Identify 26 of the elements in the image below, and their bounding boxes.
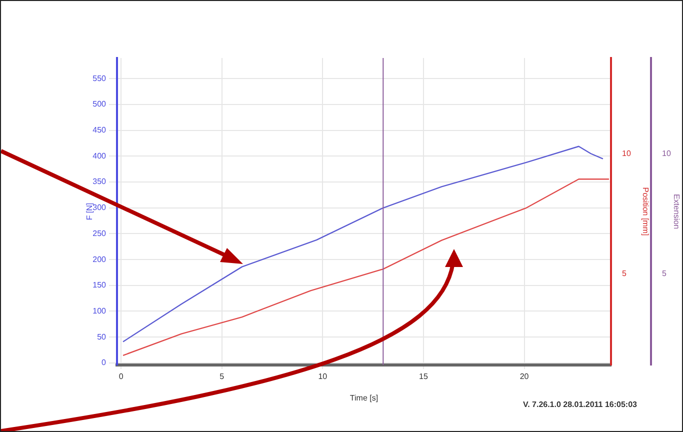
y-tick-label: 100 <box>92 306 107 316</box>
text: V. 7.26.1.0 28.01.2011 16:05:03 <box>522 400 637 409</box>
y-tick-label: 350 <box>92 177 107 186</box>
y-tick-label: 550 <box>92 74 107 83</box>
y-tick-label: 300 <box>92 203 107 212</box>
x-tick-label: 5 <box>220 372 225 382</box>
y-tick-label: 150 <box>92 280 107 290</box>
y-tick-label: 250 <box>92 228 107 238</box>
y3-tick-label: 5 <box>662 269 667 278</box>
y-axis-title: F [N] <box>85 202 94 220</box>
y3-tick-label: 10 <box>662 149 672 158</box>
y2-axis-title: Position [mm] <box>640 187 650 236</box>
y3-axis-title: Extension <box>672 194 681 230</box>
y-tick-label: 400 <box>92 151 107 160</box>
x-tick-label: 15 <box>419 372 428 382</box>
y-tick-label: 200 <box>92 254 107 264</box>
x-tick-label: 0 <box>118 372 124 382</box>
x-axis-title: Time [s] <box>350 393 378 402</box>
x-tick-label: 10 <box>318 372 328 382</box>
y-tick-label: 500 <box>92 100 107 109</box>
y2-tick-label: 10 <box>622 149 632 158</box>
y2-tick-label: 5 <box>622 269 627 278</box>
y-tick-label: 0 <box>102 358 107 368</box>
y-tick-label: 450 <box>92 126 107 135</box>
x-tick-label: 20 <box>520 372 530 382</box>
y-tick-label: 50 <box>97 332 107 342</box>
